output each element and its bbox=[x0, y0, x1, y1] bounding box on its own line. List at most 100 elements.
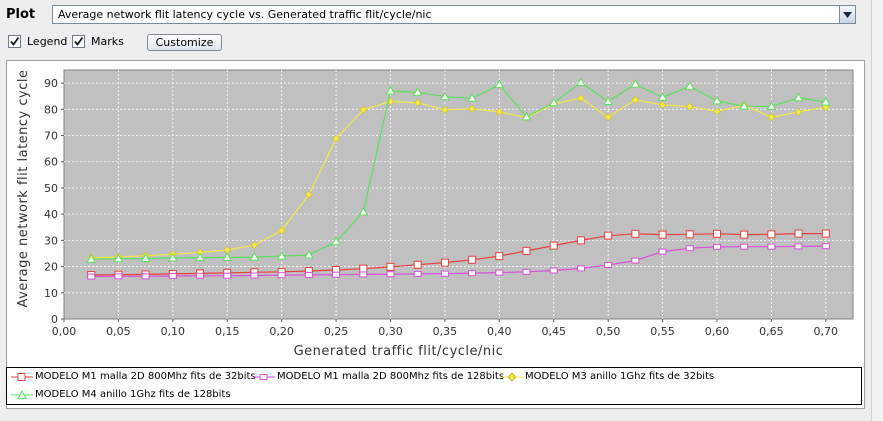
legend-label: MODELO M3 anillo 1Ghz fits de 32bits bbox=[525, 371, 715, 382]
data-point bbox=[250, 272, 259, 279]
legend-item-series-4: MODELO M4 anillo 1Ghz fits de 128bits bbox=[11, 388, 261, 402]
data-point bbox=[495, 269, 504, 276]
data-point bbox=[386, 271, 395, 278]
data-point bbox=[495, 108, 504, 116]
data-point bbox=[821, 229, 830, 238]
legend-label: MODELO M1 malla 2D 800Mhz fits de 32bits bbox=[35, 371, 256, 382]
data-point bbox=[793, 92, 804, 102]
data-point bbox=[630, 79, 641, 88]
series-1-marker-icon bbox=[11, 373, 33, 381]
data-point bbox=[167, 252, 178, 262]
data-point bbox=[767, 230, 776, 239]
data-point bbox=[577, 94, 585, 103]
data-point bbox=[685, 230, 694, 239]
vertical-scrollbar[interactable] bbox=[871, 0, 883, 421]
y-tick-label: 80 bbox=[44, 103, 58, 116]
data-point bbox=[576, 77, 586, 87]
y-tick-label: 60 bbox=[44, 156, 58, 169]
checkmark-icon bbox=[10, 36, 20, 46]
x-axis-label: Generated traffic flit/cycle/nic bbox=[294, 344, 504, 359]
data-point bbox=[277, 226, 286, 235]
data-point bbox=[440, 105, 449, 114]
series-line-1 bbox=[91, 233, 826, 276]
marks-checkbox-label: Marks bbox=[91, 35, 124, 48]
y-tick-label: 0 bbox=[51, 313, 58, 326]
legend-item-series-3: MODELO M3 anillo 1Ghz fits de 32bits bbox=[501, 370, 731, 384]
x-tick-label: 0,70 bbox=[814, 325, 839, 338]
data-point bbox=[331, 236, 341, 246]
data-point bbox=[820, 96, 831, 106]
data-point bbox=[114, 273, 123, 280]
checkmark-icon bbox=[74, 36, 84, 46]
data-point bbox=[658, 248, 667, 255]
data-point bbox=[794, 229, 803, 238]
data-point bbox=[277, 272, 286, 279]
chevron-down-icon[interactable] bbox=[839, 5, 856, 24]
legend-label: MODELO M1 malla 2D 800Mhz fits de 128bit… bbox=[277, 371, 505, 382]
legend-item-series-1: MODELO M1 malla 2D 800Mhz fits de 32bits bbox=[11, 370, 261, 384]
legend-checkbox-label: Legend bbox=[27, 35, 68, 48]
data-point bbox=[794, 243, 803, 250]
data-point bbox=[87, 273, 96, 280]
data-point bbox=[495, 252, 504, 261]
data-point bbox=[522, 246, 531, 255]
data-point bbox=[141, 273, 150, 280]
data-point bbox=[168, 273, 177, 280]
y-tick-label: 40 bbox=[44, 208, 58, 221]
data-point bbox=[195, 252, 205, 262]
legend-checkbox[interactable] bbox=[8, 35, 21, 48]
data-point bbox=[739, 101, 750, 110]
data-point bbox=[222, 252, 233, 261]
data-point bbox=[549, 241, 558, 250]
data-point bbox=[548, 97, 559, 107]
data-point bbox=[631, 229, 640, 238]
data-point bbox=[603, 96, 613, 105]
y-tick-label: 10 bbox=[44, 287, 58, 300]
data-point bbox=[494, 79, 505, 89]
series-4-marker-icon bbox=[11, 389, 33, 399]
x-tick-label: 0,40 bbox=[487, 325, 512, 338]
data-point bbox=[332, 271, 341, 278]
y-tick-label: 90 bbox=[44, 77, 58, 90]
data-point bbox=[468, 270, 477, 277]
data-point bbox=[576, 236, 585, 245]
data-point bbox=[604, 262, 613, 269]
data-point bbox=[304, 250, 314, 259]
data-point bbox=[658, 230, 667, 239]
y-tick-label: 20 bbox=[44, 261, 58, 274]
data-point bbox=[413, 260, 422, 269]
series-2-marker-icon bbox=[253, 374, 275, 380]
chart-legend: MODELO M1 malla 2D 800Mhz fits de 32bits… bbox=[6, 367, 862, 405]
data-point bbox=[304, 190, 313, 199]
plot-toolbar: Plot Average network flit latency cycle … bbox=[0, 0, 883, 60]
data-point bbox=[86, 254, 97, 263]
data-point bbox=[304, 271, 313, 278]
series-line-2 bbox=[91, 245, 826, 278]
data-point bbox=[359, 105, 368, 114]
data-point bbox=[413, 98, 422, 107]
data-point bbox=[712, 243, 721, 250]
data-point bbox=[440, 91, 450, 101]
data-point bbox=[767, 243, 776, 250]
plot-selector-value: Average network flit latency cycle vs. G… bbox=[58, 8, 432, 21]
data-point bbox=[440, 270, 449, 277]
marks-checkbox[interactable] bbox=[72, 35, 85, 48]
latency-chart: 0 10 20 30 40 50 60 70 80 90 0,00 0,05 0,10 0,15 0,20 0… bbox=[16, 69, 854, 359]
x-tick-label: 0,00 bbox=[52, 325, 77, 338]
data-point bbox=[794, 108, 803, 116]
data-point bbox=[521, 111, 532, 121]
data-point bbox=[740, 243, 749, 250]
x-tick-label: 0,60 bbox=[705, 325, 730, 338]
y-tick-label: 70 bbox=[44, 130, 58, 143]
data-point bbox=[358, 207, 369, 216]
customize-button[interactable]: Customize bbox=[147, 34, 222, 51]
plot-label: Plot bbox=[6, 7, 36, 22]
plot-selector-dropdown[interactable]: Average network flit latency cycle vs. G… bbox=[52, 5, 856, 24]
data-point bbox=[359, 264, 368, 273]
data-point bbox=[196, 272, 205, 279]
data-point bbox=[440, 258, 449, 267]
x-tick-label: 0,45 bbox=[541, 325, 566, 338]
data-point bbox=[684, 81, 695, 90]
x-tick-label: 0,25 bbox=[324, 325, 349, 338]
x-tick-label: 0,35 bbox=[433, 325, 458, 338]
